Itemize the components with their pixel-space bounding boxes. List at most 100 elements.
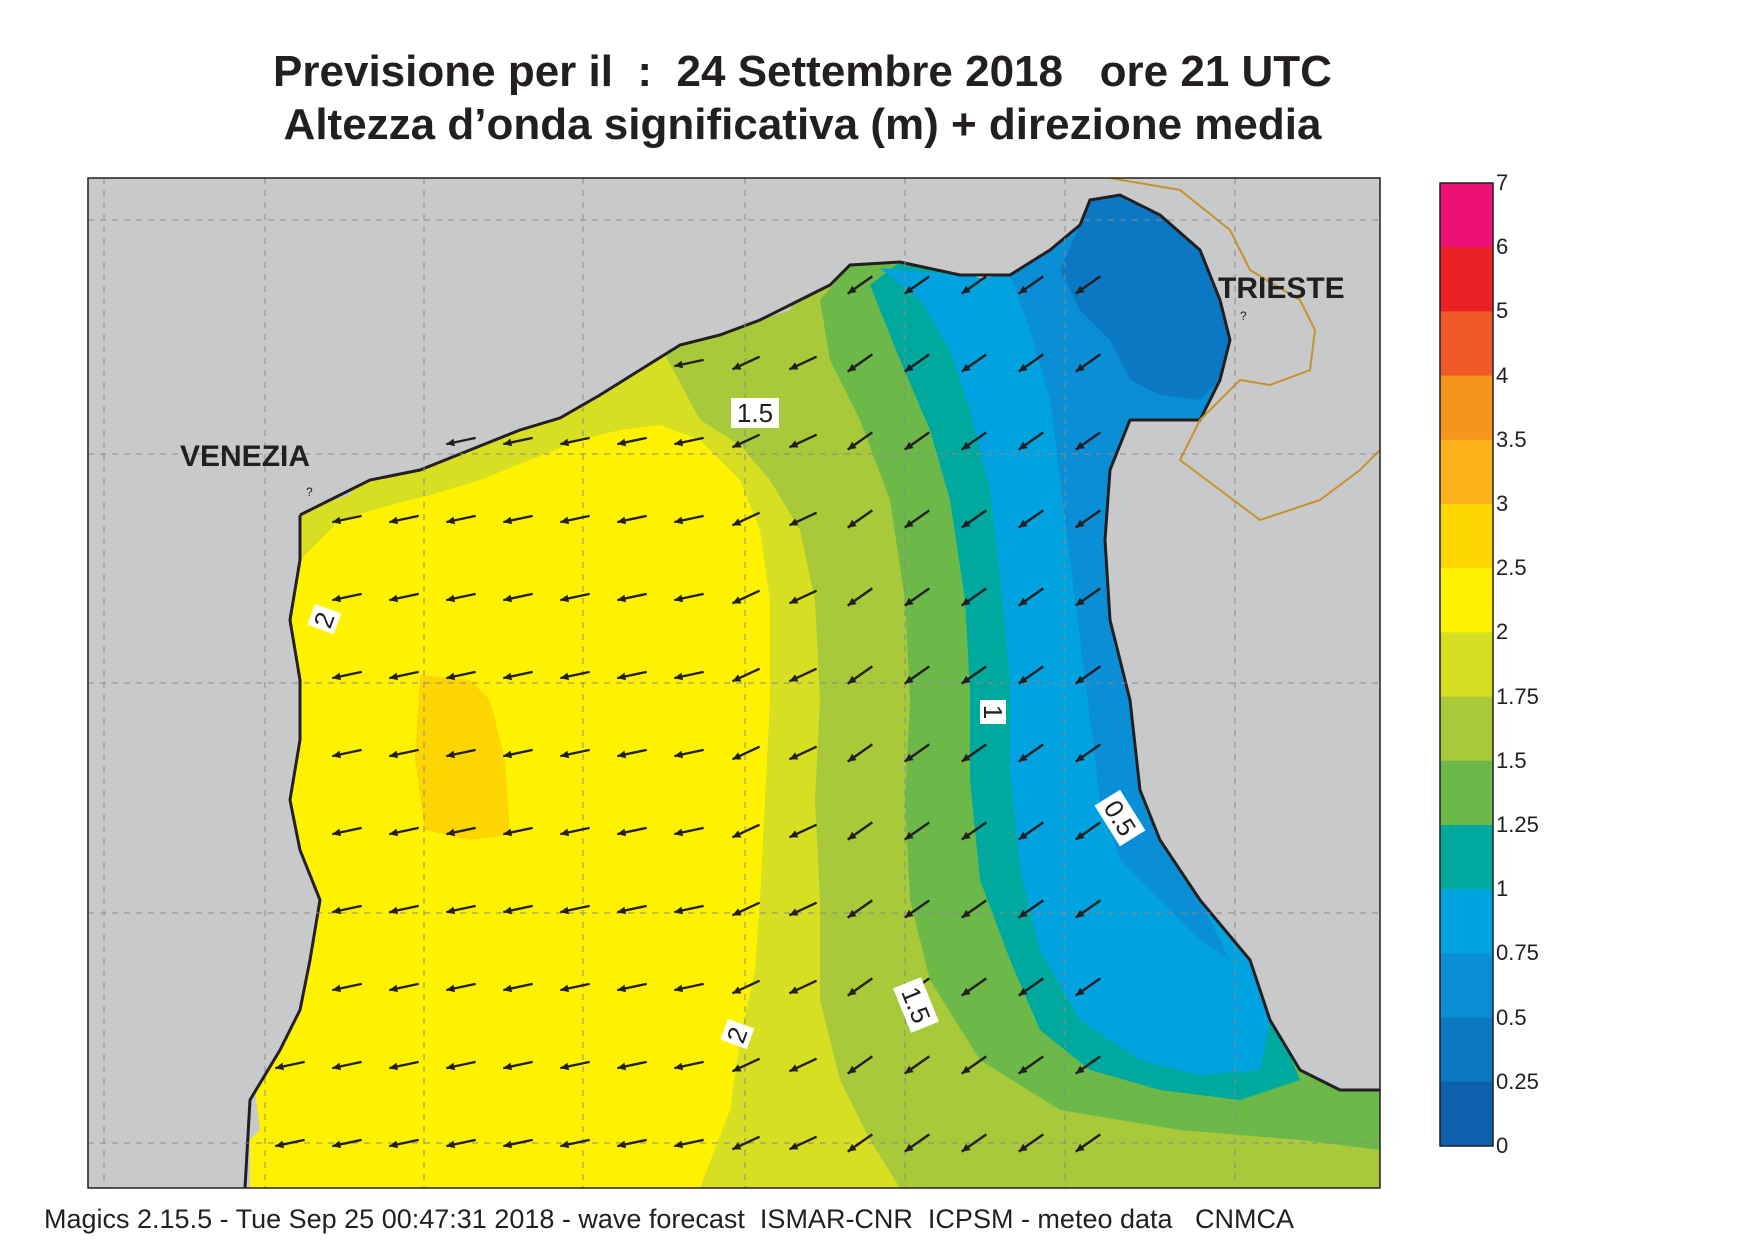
wave-arrow-head	[674, 828, 684, 837]
wave-arrow-head	[332, 906, 342, 915]
wave-arrow-head	[904, 597, 914, 606]
wave-arrow	[503, 1060, 533, 1071]
wave-arrow-head	[560, 438, 570, 447]
wave-arrow	[1075, 821, 1101, 841]
wave-arrow	[503, 826, 533, 837]
wave-arrow-head	[446, 516, 456, 525]
wave-arrow	[1075, 587, 1101, 607]
wave-arrow-head	[904, 519, 914, 528]
wave-arrow-head	[789, 1142, 799, 1150]
wave-arrow	[847, 821, 873, 841]
wave-arrow-head	[847, 441, 857, 450]
wave-arrow-head	[847, 675, 857, 684]
wave-arrow-head	[617, 984, 627, 993]
wave-arrow	[503, 1138, 533, 1149]
wave-arrow	[503, 592, 533, 603]
wave-arrow	[389, 514, 419, 525]
colorbar	[1440, 183, 1493, 1147]
colorbar-swatch	[1440, 953, 1493, 1019]
wave-arrow-head	[1018, 441, 1028, 450]
wave-arrow-head	[446, 438, 456, 447]
wave-arrow	[617, 1060, 647, 1071]
wave-arrow-head	[904, 1065, 914, 1074]
wave-arrow-head	[332, 1062, 342, 1071]
wave-arrow	[389, 748, 419, 759]
wave-arrow	[1075, 275, 1101, 295]
wave-arrow-head	[961, 285, 971, 294]
wave-arrow-head	[847, 909, 857, 918]
wave-arrow-head	[904, 285, 914, 294]
colorbar-tick-label: 0.75	[1496, 940, 1539, 966]
colorbar-tick-label: 0.25	[1496, 1068, 1539, 1094]
istria-land	[1105, 420, 1380, 1090]
wave-arrow-head	[674, 594, 684, 603]
wave-arrow	[1018, 431, 1044, 451]
wave-arrow-head	[617, 906, 627, 915]
wave-arrow-head	[1018, 285, 1028, 294]
wave-arrow	[961, 665, 987, 685]
wave-arrow	[788, 1057, 818, 1073]
wave-arrow-head	[275, 1062, 285, 1071]
wave-arrow-head	[503, 1140, 513, 1149]
wave-arrow-head	[904, 441, 914, 450]
wave-arrow-head	[1018, 363, 1028, 372]
wave-arrow-head	[617, 438, 627, 447]
wave-arrow-head	[389, 906, 399, 915]
wave-arrow-head	[789, 518, 799, 526]
wave-arrow-head	[617, 750, 627, 759]
coastlines	[243, 193, 1380, 1188]
wave-arrow	[503, 670, 533, 681]
wave-arrow	[332, 748, 362, 759]
colorbar-swatch	[1440, 183, 1493, 248]
colorbar-tick-label: 0	[1496, 1133, 1509, 1158]
wave-arrow	[1075, 665, 1101, 685]
wave-arrow	[446, 436, 476, 447]
wave-arrow	[1075, 743, 1101, 763]
wave-arrow-head	[446, 750, 456, 759]
wave-arrow-head	[674, 750, 684, 759]
wave-arrow-head	[275, 1140, 285, 1149]
contour-label: 2	[720, 1018, 755, 1050]
wave-arrow-head	[1018, 987, 1028, 996]
contour-label: 2	[307, 603, 342, 635]
wave-arrow-head	[332, 516, 342, 525]
wave-arrow-head	[847, 519, 857, 528]
wave-arrow-head	[961, 597, 971, 606]
wave-arrow-head	[503, 516, 513, 525]
wave-arrow-head	[961, 441, 971, 450]
colorbar-swatch	[1440, 825, 1493, 890]
wave-arrow	[560, 436, 590, 447]
colorbar-tick-label: 0.5	[1496, 1004, 1527, 1030]
wave-arrow	[788, 589, 818, 605]
colorbar-tick-label: 2.5	[1496, 555, 1527, 581]
wave-arrow	[389, 826, 419, 837]
wave-arrow-head	[732, 518, 742, 526]
wave-arrow	[1018, 1055, 1044, 1075]
wave-arrow	[332, 670, 362, 681]
wave-arrow	[847, 977, 873, 997]
wave-arrow-head	[789, 986, 799, 994]
venice-island	[280, 450, 360, 505]
wave-arrow-head	[961, 753, 971, 762]
wave-arrow	[389, 592, 419, 603]
north-coast-land	[88, 178, 1380, 700]
wave-arrow-head	[674, 438, 684, 447]
colorbar-swatch	[1440, 504, 1493, 569]
wave-arrow	[1018, 821, 1044, 841]
wave-arrow-head	[503, 672, 513, 681]
wave-arrow-head	[1075, 1065, 1085, 1074]
wave-arrow	[731, 355, 761, 371]
wave-arrow	[961, 587, 987, 607]
wave-arrow	[389, 1138, 419, 1149]
wave-arrow	[847, 587, 873, 607]
wave-arrow-head	[503, 594, 513, 603]
wave-arrow-head	[847, 1065, 857, 1074]
wave-arrow	[961, 743, 987, 763]
wave-arrow-head	[332, 594, 342, 603]
wave-arrow	[446, 592, 476, 603]
wave-arrow	[788, 355, 818, 371]
wave-arrow-head	[961, 363, 971, 372]
wave-arrow	[788, 979, 818, 995]
wave-arrow	[389, 982, 419, 993]
colorbar-tick-label: 2	[1496, 619, 1509, 645]
